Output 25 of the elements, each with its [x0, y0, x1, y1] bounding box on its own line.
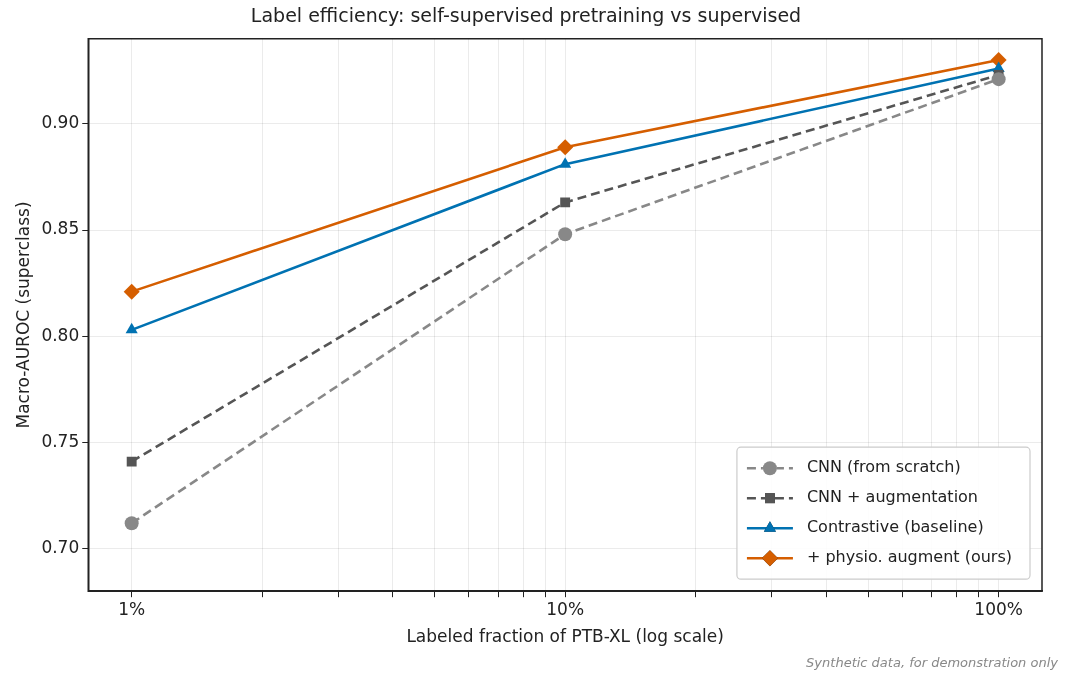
chart-title: Label efficiency: self-supervised pretraining vs supervised: [250, 4, 802, 27]
text: Synthetic data, for demonstration only: [806, 654, 1059, 670]
point: [125, 322, 138, 334]
legend-label: + physio. augment (ours): [806, 547, 1012, 567]
point: [557, 139, 574, 156]
x-tick-label: 100%: [974, 598, 1023, 619]
y-tick-label: 0.90: [41, 112, 80, 133]
point: [991, 72, 1006, 87]
y-tick-label: 0.80: [41, 324, 80, 345]
y-tick-label: 0.75: [41, 430, 80, 451]
point: [560, 197, 571, 208]
x-axis-title: Labeled fraction of PTB-XL (log scale): [406, 626, 724, 647]
point: [126, 456, 137, 467]
legend-label: CNN + augmentation: [806, 487, 979, 507]
legend-label: Contrastive (baseline): [806, 517, 984, 537]
x-tick-label: 1%: [118, 598, 146, 619]
x-tick-label: 10%: [546, 598, 585, 619]
point: [124, 516, 139, 531]
y-tick-label: 0.70: [41, 537, 80, 558]
legend-label: CNN (from scratch): [806, 457, 961, 477]
y-axis-title: Macro-AUROC (superclass): [12, 201, 33, 429]
point: [123, 283, 140, 300]
point: [558, 227, 573, 242]
y-tick-label: 0.85: [41, 218, 80, 239]
point: [559, 157, 572, 168]
